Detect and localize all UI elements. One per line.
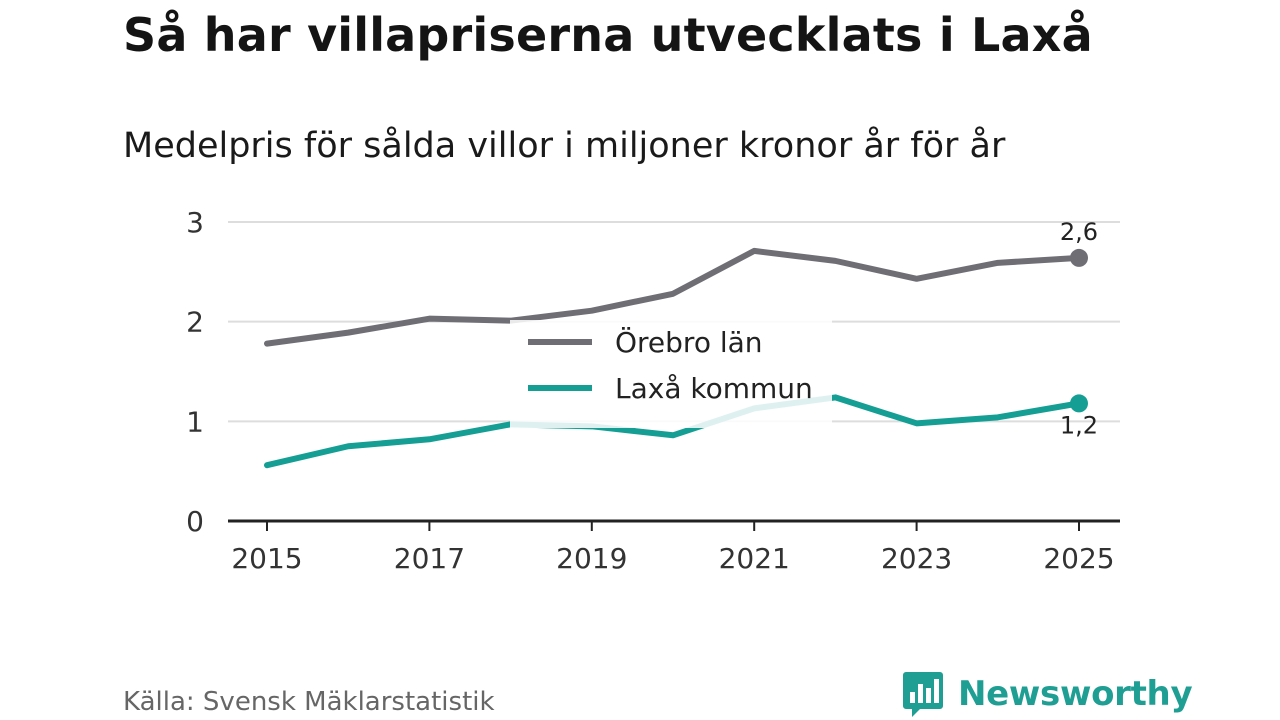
y-tick-label: 1 <box>186 405 204 438</box>
x-tick-label: 2023 <box>881 542 952 575</box>
series-line-orebro <box>264 247 1082 347</box>
x-tick-label: 2015 <box>231 542 302 575</box>
x-tick-label: 2017 <box>394 542 465 575</box>
legend-label-laxa: Laxå kommun <box>615 372 813 405</box>
y-tick-label: 3 <box>186 206 204 239</box>
series-line-laxa <box>264 394 1082 469</box>
x-tick-label: 2021 <box>719 542 790 575</box>
x-tick-label: 2025 <box>1043 542 1114 575</box>
end-label-orebro: 2,6 <box>1060 218 1098 246</box>
chart-subtitle: Medelpris för sålda villor i miljoner kr… <box>123 126 1006 166</box>
end-point-laxa <box>1070 394 1088 413</box>
source-note: Källa: Svensk Mäklarstatistik <box>123 687 495 717</box>
x-tick-label: 2019 <box>556 542 627 575</box>
end-label-laxa: 1,2 <box>1060 411 1098 439</box>
y-tick-label: 2 <box>186 306 204 339</box>
newsworthy-logo-icon <box>903 672 943 717</box>
end-point-orebro <box>1070 248 1088 267</box>
legend-box <box>510 320 832 428</box>
y-tick-label: 0 <box>186 505 204 538</box>
brand: Newsworthy <box>902 670 1193 718</box>
brand-name: Newsworthy <box>958 674 1193 714</box>
legend-label-orebro: Örebro län <box>615 325 763 359</box>
chart-title: Så har villapriserna utvecklats i Laxå <box>123 8 1093 62</box>
